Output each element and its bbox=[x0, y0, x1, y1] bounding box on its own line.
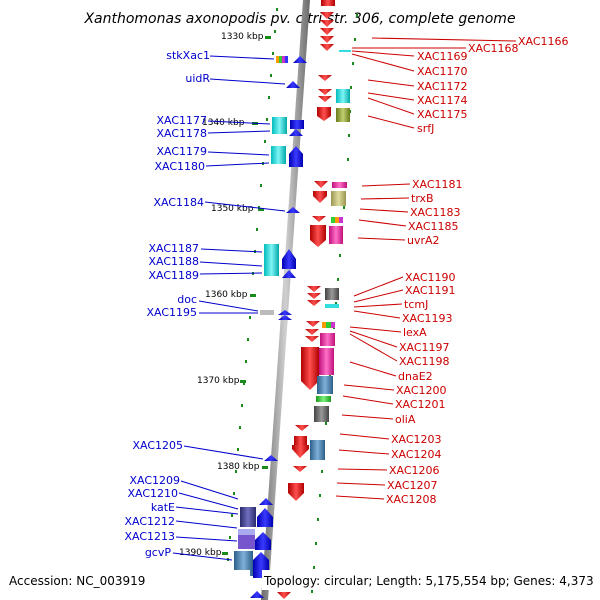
scale-label: 1330 kbp bbox=[221, 32, 264, 42]
left-strand-features bbox=[234, 56, 307, 598]
gene-label: uidR bbox=[185, 72, 210, 85]
gene-label: XAC1185 bbox=[408, 220, 459, 233]
gene-label: XAC1195 bbox=[146, 306, 197, 319]
gene-label: XAC1207 bbox=[387, 479, 438, 492]
gene-label: XAC1212 bbox=[124, 515, 175, 528]
gene-label: XAC1191 bbox=[405, 284, 456, 297]
gene-label: XAC1190 bbox=[405, 271, 456, 284]
gene-label: XAC1177 bbox=[156, 114, 207, 127]
gene-label: XAC1210 bbox=[127, 487, 178, 500]
gene-label: XAC1179 bbox=[156, 145, 207, 158]
gene-label: XAC1208 bbox=[386, 493, 437, 506]
topology-background bbox=[262, 570, 600, 590]
scale-label: 1360 kbp bbox=[205, 290, 248, 300]
genome-title: Xanthomonas axonopodis pv. citri str. 30… bbox=[83, 11, 515, 27]
gene-label: XAC1205 bbox=[132, 439, 183, 452]
gene-label: XAC1209 bbox=[129, 474, 180, 487]
right-gene-labels: XAC1166 XAC1168 XAC1169 XAC1170 XAC1172 … bbox=[386, 35, 569, 506]
gene-label: XAC1198 bbox=[399, 355, 450, 368]
gene-label: XAC1193 bbox=[402, 312, 453, 325]
gene-label: XAC1170 bbox=[417, 65, 468, 78]
gene-label: XAC1189 bbox=[148, 269, 199, 282]
gene-label: XAC1175 bbox=[417, 108, 468, 121]
gene-label: oliA bbox=[395, 413, 416, 426]
gene-label: XAC1213 bbox=[124, 530, 175, 543]
gene-label: gcvP bbox=[145, 546, 172, 559]
scale-label: 1390 kbp bbox=[179, 548, 222, 558]
gene-label: lexA bbox=[403, 326, 427, 339]
gene-label: trxB bbox=[411, 192, 434, 205]
gene-label: XAC1206 bbox=[389, 464, 440, 477]
gene-label: XAC1203 bbox=[391, 433, 442, 446]
gene-label: XAC1174 bbox=[417, 94, 468, 107]
scale-label: 1380 kbp bbox=[217, 462, 260, 472]
gene-label: srfJ bbox=[417, 122, 434, 135]
right-leader-lines bbox=[335, 37, 517, 500]
gene-label: XAC1197 bbox=[399, 341, 450, 354]
gene-label: doc bbox=[177, 293, 197, 306]
gene-label: uvrA2 bbox=[407, 234, 440, 247]
genome-backbone bbox=[261, 0, 310, 600]
gene-label: stkXac1 bbox=[166, 49, 210, 62]
ticks-right bbox=[311, 14, 358, 593]
scale-label: 1370 kbp bbox=[197, 376, 240, 386]
gene-label: XAC1178 bbox=[156, 127, 207, 140]
accession-background bbox=[0, 570, 250, 590]
topology-text: Topology: circular; Length: 5,175,554 bp… bbox=[263, 574, 594, 588]
accession-text: Accession: NC_003919 bbox=[9, 574, 145, 588]
right-strand-features bbox=[277, 0, 351, 599]
scale-label: 1340 kbp bbox=[202, 118, 245, 128]
gene-label: XAC1187 bbox=[148, 242, 199, 255]
gene-label: tcmJ bbox=[404, 298, 428, 311]
gene-label: XAC1184 bbox=[153, 196, 204, 209]
gene-label: XAC1183 bbox=[410, 206, 461, 219]
gene-label: XAC1169 bbox=[417, 50, 468, 63]
gene-label: dnaE2 bbox=[398, 370, 433, 383]
left-gene-labels: stkXac1 uidR XAC1177 XAC1178 XAC1179 XAC… bbox=[124, 49, 210, 559]
gene-label: XAC1180 bbox=[154, 160, 205, 173]
gene-label: XAC1200 bbox=[396, 384, 447, 397]
gene-label: XAC1204 bbox=[391, 448, 442, 461]
gene-label: XAC1201 bbox=[395, 398, 446, 411]
scale-label: 1350 kbp bbox=[211, 204, 254, 214]
gene-label: XAC1172 bbox=[417, 80, 468, 93]
left-leader-lines bbox=[172, 55, 286, 561]
gene-label: XAC1181 bbox=[412, 178, 463, 191]
gene-label: XAC1166 bbox=[518, 35, 569, 48]
gene-label: katE bbox=[151, 501, 175, 514]
gene-label: XAC1168 bbox=[468, 42, 519, 55]
gene-label: XAC1188 bbox=[148, 255, 199, 268]
